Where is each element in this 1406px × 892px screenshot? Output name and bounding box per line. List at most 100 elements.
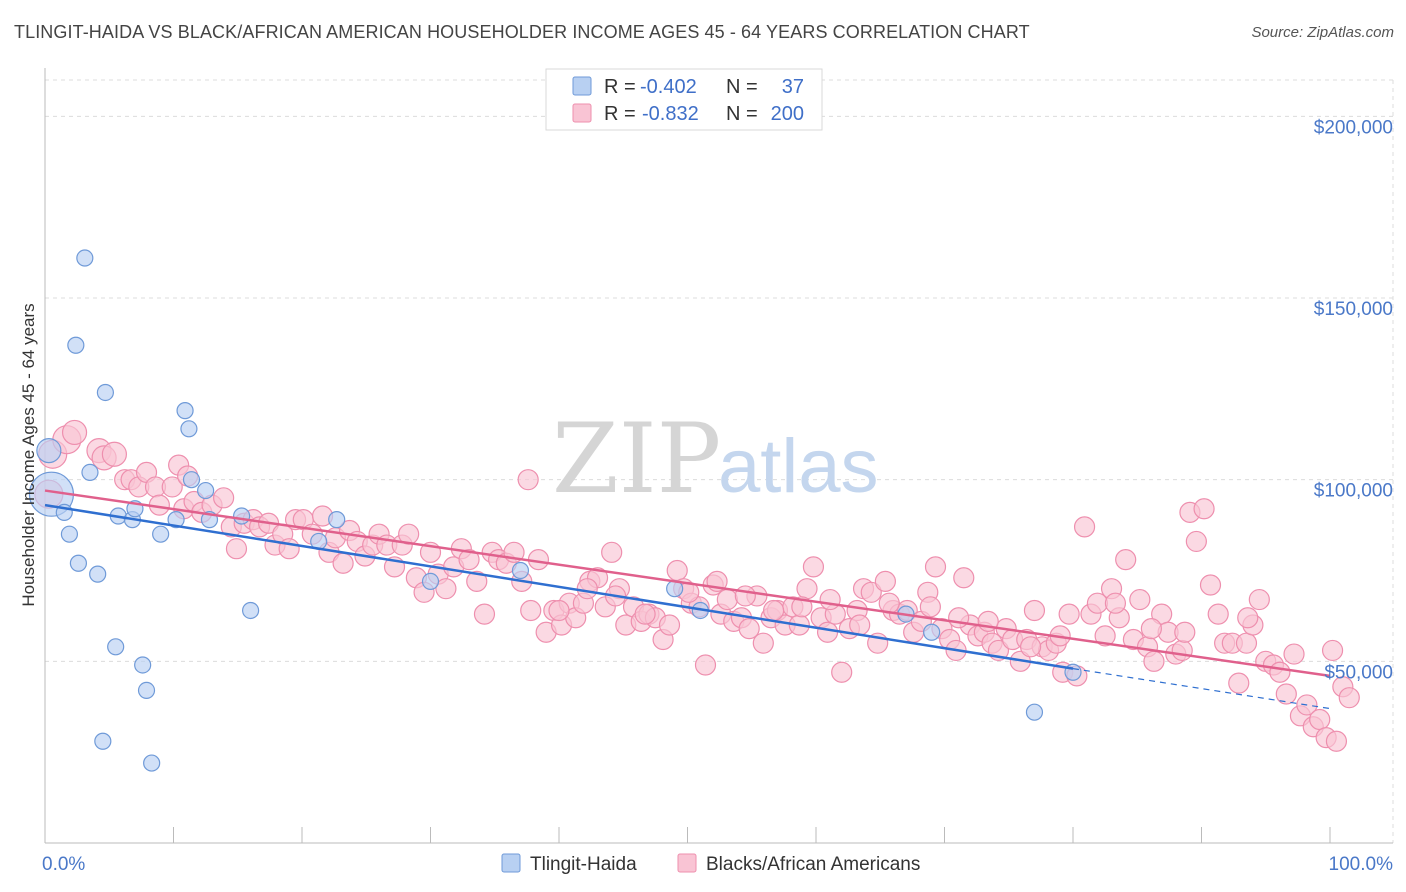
black-point-136	[1058, 603, 1080, 625]
black-point-177	[1338, 687, 1360, 709]
tlingit-point-29	[421, 572, 440, 591]
black-point-104	[831, 661, 853, 683]
black-point-185	[948, 607, 970, 629]
tlingit-point-11	[107, 638, 125, 656]
y-tick-label-1: $100,000	[1314, 481, 1393, 502]
watermark-atlas: atlas	[718, 424, 879, 509]
black-point-85	[694, 654, 717, 676]
black-point-20	[213, 487, 235, 509]
black-point-161	[1235, 632, 1258, 654]
black-point-72	[601, 541, 623, 563]
black-point-13	[161, 476, 183, 498]
watermark-zip: ZIP	[552, 403, 721, 515]
black-point-166	[1269, 661, 1291, 683]
watermark: ZIP atlas	[552, 403, 879, 515]
black-point-6	[101, 441, 127, 467]
tlingit-point-35	[1025, 703, 1044, 721]
black-point-199	[517, 469, 539, 491]
tlingit-point-30	[511, 561, 530, 580]
tlingit-point-19	[167, 511, 185, 529]
tlingit-point-3	[60, 525, 79, 543]
black-point-197	[576, 578, 598, 600]
tlingit-point-20	[176, 402, 194, 420]
black-point-156	[1199, 574, 1222, 596]
black-point-99	[796, 578, 818, 600]
black-point-144	[1115, 548, 1137, 571]
black-point-189	[819, 588, 841, 611]
black-point-190	[791, 596, 813, 618]
black-point-88	[716, 588, 738, 611]
tlingit-point-15	[134, 656, 152, 674]
black-point-50	[435, 578, 457, 600]
black-point-117	[924, 556, 947, 578]
black-point-181	[1104, 592, 1127, 614]
black-point-100	[802, 556, 825, 578]
black-point-108	[860, 581, 882, 603]
black-point-81	[666, 559, 688, 582]
black-point-155	[1193, 498, 1215, 520]
black-point-167	[1275, 683, 1297, 705]
bottom-legend: Tlingit-Haida Blacks/African Americans	[501, 853, 920, 875]
black-point-175	[1325, 730, 1348, 752]
legend-r-label-black: R =	[604, 103, 636, 125]
tlingit-point-23	[197, 481, 215, 500]
black-point-54	[466, 570, 488, 593]
legend-n-label-black: N =	[726, 103, 758, 125]
black-point-110	[874, 570, 896, 593]
black-point-102	[816, 621, 839, 643]
black-point-146	[1129, 588, 1151, 611]
tlingit-point-26	[242, 601, 260, 620]
black-point-61	[520, 599, 542, 622]
y-tick-label-2: $150,000	[1314, 299, 1393, 320]
chart-title: TLINGIT-HAIDA VS BLACK/AFRICAN AMERICAN …	[14, 22, 1030, 42]
tlingit-point-34	[923, 623, 941, 641]
tlingit-point-16	[137, 681, 156, 700]
x-tick-label-0: 0.0%	[42, 854, 85, 875]
trend-line-black	[44, 489, 1331, 678]
tlingit-point-17	[143, 754, 161, 772]
tlingit-point-0	[36, 438, 62, 464]
black-point-186	[919, 596, 941, 618]
black-point-191	[762, 599, 785, 622]
bottom-legend-swatch-tlingit	[501, 853, 521, 873]
black-point-192	[734, 585, 756, 607]
tlingit-point-9	[94, 732, 112, 750]
legend-n-value-tlingit: 37	[782, 76, 804, 98]
black-point-178	[1237, 607, 1259, 629]
legend-swatch-tlingit	[572, 76, 592, 96]
black-point-195	[634, 603, 656, 625]
black-point-141	[1094, 625, 1116, 647]
tlingit-point-28	[328, 511, 346, 529]
black-point-168	[1283, 643, 1305, 665]
black-point-91	[738, 618, 760, 640]
black-point-180	[1140, 618, 1162, 640]
black-point-80	[658, 614, 681, 636]
black-point-188	[849, 614, 871, 636]
black-point-172	[1309, 708, 1331, 731]
black-point-53	[458, 548, 480, 571]
tlingit-point-6	[76, 249, 94, 267]
black-point-121	[953, 567, 975, 589]
y-tick-label-0: $50,000	[1324, 662, 1393, 683]
tlingit-point-7	[81, 463, 99, 481]
legend-swatch-black	[572, 103, 592, 123]
black-point-22	[225, 538, 248, 560]
black-point-160	[1228, 672, 1250, 694]
legend-r-label-tlingit: R =	[604, 76, 636, 98]
bottom-legend-label-black: Blacks/African Americans	[706, 854, 920, 875]
black-point-3	[61, 419, 88, 446]
black-point-154	[1185, 530, 1207, 553]
chart-source: Source: ZipAtlas.com	[1251, 24, 1394, 41]
tlingit-point-8	[89, 565, 107, 583]
tlingit-point-22	[182, 471, 201, 489]
black-point-55	[473, 603, 496, 625]
y-tick-labels: $50,000 $100,000 $150,000 $200,000	[1314, 117, 1393, 683]
y-axis-label: Householder Income Ages 45 - 64 years	[19, 303, 38, 606]
legend-r-value-black: -0.832	[642, 103, 699, 125]
x-tick-label-1: 100.0%	[1329, 854, 1394, 875]
legend-r-value-tlingit: -0.402	[640, 76, 697, 98]
black-point-148	[1143, 650, 1165, 672]
black-point-36	[332, 552, 354, 574]
black-point-163	[1248, 588, 1270, 611]
tlingit-point-21	[180, 420, 198, 438]
